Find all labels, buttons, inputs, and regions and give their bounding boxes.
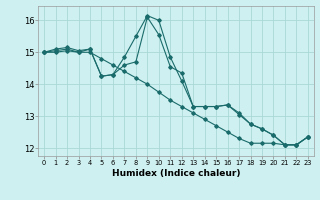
X-axis label: Humidex (Indice chaleur): Humidex (Indice chaleur) <box>112 169 240 178</box>
